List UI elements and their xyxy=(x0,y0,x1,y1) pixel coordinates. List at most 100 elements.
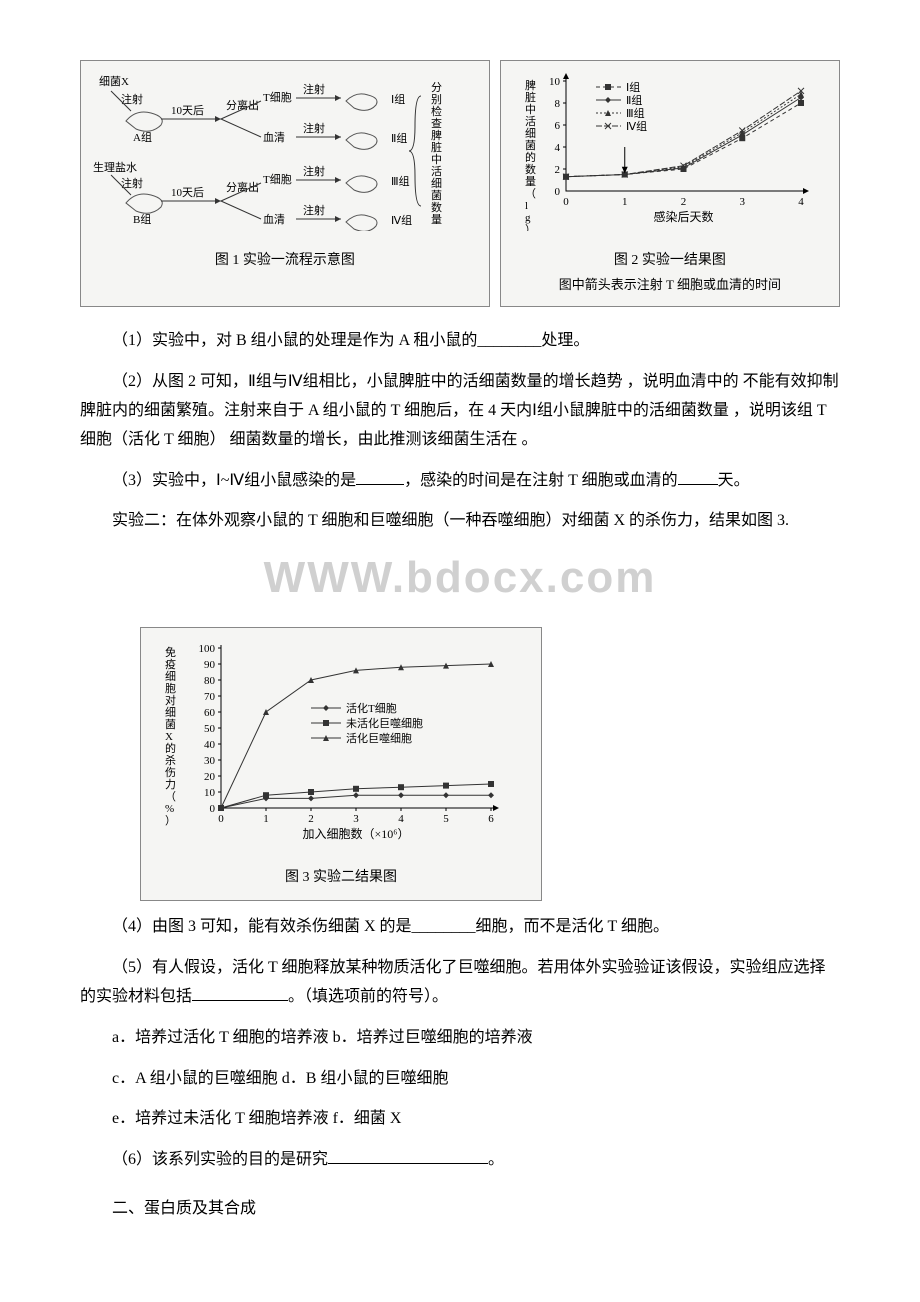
svg-text:胞: 胞 xyxy=(165,682,176,695)
svg-text:活化巨噬细胞: 活化巨噬细胞 xyxy=(346,731,412,745)
svg-text:4: 4 xyxy=(554,142,560,154)
svg-text:活化T细胞: 活化T细胞 xyxy=(346,701,397,715)
q3-blank2 xyxy=(678,468,718,485)
fig1-tcell-b: T细胞 xyxy=(263,173,292,186)
opt-d: d．B 组小鼠的巨噬细胞 xyxy=(282,1070,449,1087)
fig1-groupA: A组 xyxy=(133,130,152,144)
svg-text:2: 2 xyxy=(681,196,687,208)
opt-e: e．培养过未活化 T 细胞培养液 xyxy=(112,1110,329,1127)
q3-blank1 xyxy=(356,468,404,485)
q3-c: 天。 xyxy=(718,472,750,489)
svg-text:6: 6 xyxy=(488,813,494,825)
fig1-bacteriaX: 细菌X xyxy=(99,75,129,88)
svg-text:60: 60 xyxy=(204,707,216,719)
svg-text:活: 活 xyxy=(431,165,442,178)
svg-text:8: 8 xyxy=(554,98,560,110)
question-3: （3）实验中，Ⅰ~Ⅳ组小鼠感染的是 ，感染的时间是在注射 T 细胞或血清的 天。 xyxy=(80,467,840,496)
svg-text:0: 0 xyxy=(554,186,560,198)
svg-text:菌: 菌 xyxy=(165,718,176,731)
svg-text:查: 查 xyxy=(431,116,442,130)
svg-text:菌: 菌 xyxy=(525,139,536,152)
svg-text:1: 1 xyxy=(263,813,269,825)
q6-blank xyxy=(328,1147,488,1164)
svg-text:活: 活 xyxy=(525,115,536,128)
question-1: （1）实验中，对 B 组小鼠的处理是作为 A 租小鼠的________处理。 xyxy=(80,327,840,356)
svg-text:（: （ xyxy=(165,790,176,803)
svg-text:脏: 脏 xyxy=(431,141,442,154)
svg-text:Ⅱ组: Ⅱ组 xyxy=(626,93,642,107)
svg-text:Ⅰ组: Ⅰ组 xyxy=(626,80,640,94)
opt-ab: a．培养过活化 T 细胞的培养液 b．培养过巨噬细胞的培养液 xyxy=(80,1024,840,1053)
svg-text:6: 6 xyxy=(554,120,560,132)
figure-1-svg: 细菌X 注射 A组 10天后 分离出 T细胞 血清 注射 xyxy=(91,71,461,231)
svg-text:3: 3 xyxy=(739,196,745,208)
figure-3-caption: 图 3 实验二结果图 xyxy=(151,865,531,890)
svg-text:3: 3 xyxy=(353,813,359,825)
figure-2-box: 012342468100脾脏中活细菌的数量（lg）感染后天数Ⅰ组Ⅱ组Ⅲ组Ⅳ组 图… xyxy=(500,60,840,307)
svg-text:Ⅳ组: Ⅳ组 xyxy=(626,119,647,133)
svg-text:细: 细 xyxy=(525,127,536,140)
svg-text:0: 0 xyxy=(210,803,216,815)
q3-b: ，感染的时间是在注射 T 细胞或血清的 xyxy=(404,472,678,489)
svg-text:细: 细 xyxy=(165,670,176,683)
fig1-serum-a: 血清 xyxy=(263,130,285,144)
svg-text:70: 70 xyxy=(204,691,216,703)
fig1-inject-2: 注射 xyxy=(303,82,325,96)
svg-text:X: X xyxy=(165,731,173,743)
q3-a: （3）实验中，Ⅰ~Ⅳ组小鼠感染的是 xyxy=(112,472,356,489)
figure-row-1: 细菌X 注射 A组 10天后 分离出 T细胞 血清 注射 xyxy=(80,60,840,307)
svg-text:疫: 疫 xyxy=(165,657,176,671)
svg-text:免: 免 xyxy=(165,645,176,659)
fig1-sep-a1: 分离出 xyxy=(226,98,259,112)
svg-text:力: 力 xyxy=(165,778,176,791)
svg-text:量: 量 xyxy=(525,175,536,188)
svg-text:的: 的 xyxy=(165,741,176,755)
svg-text:4: 4 xyxy=(798,196,804,208)
svg-text:50: 50 xyxy=(204,723,216,735)
q5-b: 。（填选项前的符号）。 xyxy=(288,988,448,1005)
opt-cd: c．A 组小鼠的巨噬细胞 d．B 组小鼠的巨噬细胞 xyxy=(80,1065,840,1094)
fig1-serum-b: 血清 xyxy=(263,212,285,226)
svg-text:20: 20 xyxy=(204,771,216,783)
figure-3-box: 01234560102030405060708090100免疫细胞对细菌X的杀伤… xyxy=(140,627,542,901)
svg-text:0: 0 xyxy=(563,196,569,208)
svg-text:未活化巨噬细胞: 未活化巨噬细胞 xyxy=(346,716,423,730)
svg-text:0: 0 xyxy=(218,813,224,825)
svg-text:10: 10 xyxy=(204,787,216,799)
fig1-inject-3: 注射 xyxy=(303,121,325,135)
svg-text:g: g xyxy=(525,212,531,224)
opt-f: f．细菌 X xyxy=(333,1110,402,1127)
svg-text:10: 10 xyxy=(549,76,561,88)
fig1-groupB: B组 xyxy=(133,212,151,226)
svg-text:细: 细 xyxy=(165,706,176,719)
svg-text:4: 4 xyxy=(398,813,404,825)
svg-text:别: 别 xyxy=(431,93,442,106)
svg-text:伤: 伤 xyxy=(165,766,176,779)
svg-text:Ⅲ组: Ⅲ组 xyxy=(626,106,645,120)
svg-text:菌: 菌 xyxy=(431,189,442,202)
fig1-g4: Ⅳ组 xyxy=(391,213,412,227)
question-5: （5）有人假设，活化 T 细胞释放某种物质活化了巨噬细胞。若用体外实验验证该假设… xyxy=(80,954,840,1012)
svg-text:中: 中 xyxy=(431,153,442,166)
figure-2-svg: 012342468100脾脏中活细菌的数量（lg）感染后天数Ⅰ组Ⅱ组Ⅲ组Ⅳ组 xyxy=(511,71,811,231)
figure-2-caption: 图 2 实验一结果图 xyxy=(511,248,829,273)
fig1-10days-a: 10天后 xyxy=(171,104,204,117)
fig1-10days-b: 10天后 xyxy=(171,186,204,199)
svg-text:检: 检 xyxy=(431,104,442,118)
svg-text:2: 2 xyxy=(308,813,314,825)
svg-text:90: 90 xyxy=(204,659,216,671)
figure-2-subcaption: 图中箭头表示注射 T 细胞或血清的时间 xyxy=(511,273,829,296)
svg-text:5: 5 xyxy=(443,813,449,825)
svg-text:1: 1 xyxy=(622,196,628,208)
svg-text:30: 30 xyxy=(204,755,216,767)
svg-text:）: ） xyxy=(525,223,536,231)
svg-text:%: % xyxy=(165,803,174,815)
svg-text:脾: 脾 xyxy=(431,128,442,142)
svg-text:脾: 脾 xyxy=(525,78,536,92)
figure-3-svg: 01234560102030405060708090100免疫细胞对细菌X的杀伤… xyxy=(151,638,511,848)
svg-text:）: ） xyxy=(165,814,176,827)
fig1-inject-5: 注射 xyxy=(303,164,325,178)
section-2-head: 二、蛋白质及其合成 xyxy=(80,1195,840,1224)
exp2-intro: 实验二：在体外观察小鼠的 T 细胞和巨噬细胞（一种吞噬细胞）对细菌 X 的杀伤力… xyxy=(80,507,840,536)
fig1-tcell-a: T细胞 xyxy=(263,91,292,104)
